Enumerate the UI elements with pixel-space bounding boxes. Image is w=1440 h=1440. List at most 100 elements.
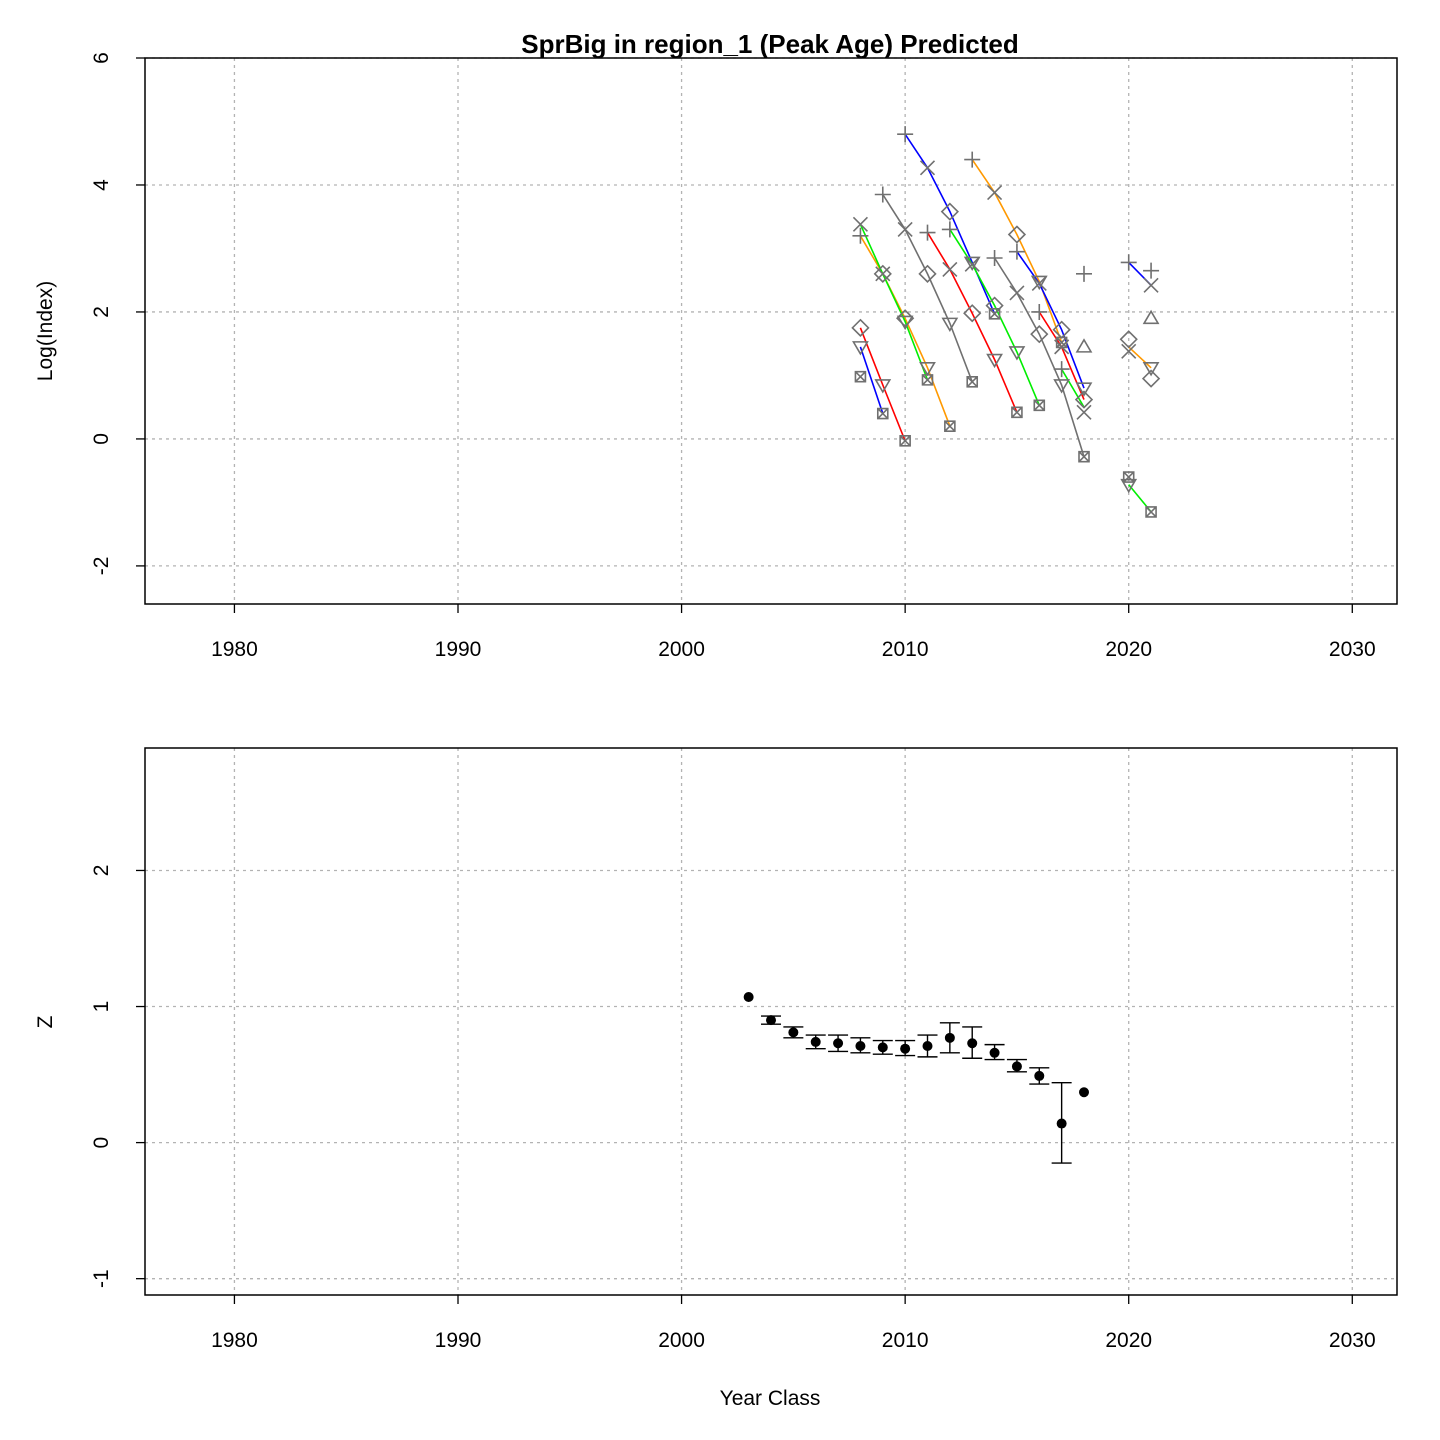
cross-marker <box>964 256 980 272</box>
triangle-down-marker <box>919 362 936 377</box>
y-tick-label: 0 <box>90 433 113 445</box>
diamond-marker <box>1007 225 1027 244</box>
triangle-up-marker <box>1075 338 1093 353</box>
z-point <box>877 1042 888 1053</box>
cross-marker <box>987 185 1003 201</box>
plus-marker <box>986 249 1003 266</box>
z-point <box>855 1040 866 1051</box>
z-point <box>967 1038 978 1049</box>
cross-marker <box>942 261 958 277</box>
cohort-line <box>1060 368 1085 408</box>
plus-marker <box>941 221 958 238</box>
cross-marker <box>1121 343 1137 359</box>
y-tick-label: 2 <box>90 306 113 318</box>
cohort-line <box>1016 251 1085 389</box>
diamond-marker <box>851 318 870 337</box>
cohort-line <box>949 228 1041 406</box>
diamond-marker <box>963 304 982 323</box>
cohort-line <box>926 232 1018 413</box>
diamond-marker <box>873 264 892 283</box>
y-tick-label: 1 <box>90 1001 113 1013</box>
boxed-cross-marker <box>1145 506 1157 518</box>
diamond-marker <box>1030 325 1049 344</box>
x-tick-label: 2020 <box>1105 1329 1152 1352</box>
z-point <box>922 1040 933 1051</box>
plus-marker <box>1076 265 1092 282</box>
plus-marker <box>852 227 869 244</box>
cohort-line <box>859 223 929 381</box>
plus-marker <box>897 126 914 143</box>
x-tick-label: 1980 <box>211 638 258 661</box>
z-point <box>1011 1061 1022 1072</box>
cohort-line <box>1128 346 1152 369</box>
cross-marker <box>1143 277 1159 293</box>
plus-marker <box>874 186 891 203</box>
plus-marker <box>964 151 981 168</box>
y-axis-label: Log(Index) <box>34 281 57 381</box>
chart-title: SprBig in region_1 (Peak Age) Predicted <box>521 29 1019 59</box>
boxed-cross-marker <box>1011 406 1023 419</box>
x-tick-label: 2000 <box>658 1329 705 1352</box>
y-tick-label: -1 <box>90 1269 113 1288</box>
cross-marker <box>1076 404 1092 420</box>
cross-marker <box>1009 285 1025 301</box>
z-point <box>900 1043 911 1054</box>
cohort-line <box>993 257 1085 457</box>
boxed-cross-marker <box>854 370 867 383</box>
boxed-cross-marker <box>966 375 979 388</box>
diamond-marker <box>940 202 959 221</box>
x-tick-label: 1990 <box>435 1329 482 1352</box>
z-point <box>833 1038 844 1049</box>
diamond-marker <box>896 309 915 328</box>
y-tick-label: 6 <box>90 52 113 64</box>
triangle-down-marker <box>1030 275 1048 291</box>
z-point <box>944 1032 955 1043</box>
boxed-cross-marker <box>876 407 889 420</box>
diamond-marker <box>918 264 937 283</box>
boxed-cross-marker <box>1078 450 1090 463</box>
boxed-cross-marker <box>1055 336 1068 349</box>
triangle-down-marker <box>874 379 892 394</box>
cross-marker <box>919 160 936 176</box>
x-tick-label: 2000 <box>658 638 705 661</box>
cohort-line <box>882 194 973 383</box>
plot-frame <box>144 57 1398 605</box>
z-point <box>1056 1118 1067 1129</box>
triangle-down-marker <box>896 315 914 331</box>
triangle-down-marker <box>963 256 981 272</box>
boxed-cross-marker <box>1122 471 1135 483</box>
cross-marker <box>852 216 868 232</box>
triangle-down-marker <box>1142 362 1160 377</box>
plus-marker <box>1031 303 1048 320</box>
diamond-marker <box>1074 390 1094 409</box>
boxed-cross-marker <box>899 435 911 447</box>
cohort-line <box>859 235 951 427</box>
y-tick-label: 4 <box>90 179 113 191</box>
x-tick-label: 1980 <box>211 1329 258 1352</box>
y-axis-label: Z <box>34 1015 57 1028</box>
x-tick-label: 2010 <box>882 638 929 661</box>
predicted-log-index-panel: SprBig in region_1 (Peak Age) Predicted … <box>34 29 1398 661</box>
triangle-up-marker <box>1142 309 1160 325</box>
x-axis-label: Year Class <box>720 1387 821 1410</box>
triangle-down-marker <box>1053 379 1071 394</box>
triangle-down-marker <box>852 341 869 356</box>
triangle-down-marker <box>1120 478 1138 494</box>
plus-marker <box>1143 262 1160 279</box>
boxed-cross-marker <box>944 420 956 433</box>
x-tick-label: 2030 <box>1329 638 1376 661</box>
plot-frame <box>144 747 1398 1296</box>
z-point <box>989 1047 1000 1058</box>
boxed-cross-marker <box>921 374 934 386</box>
diamond-marker <box>1141 369 1161 388</box>
x-tick-label: 2030 <box>1329 1329 1376 1352</box>
cross-marker <box>1031 275 1047 291</box>
z-panel: 1980 1990 2000 2010 2020 2030 -1 0 1 2 Z Year Cla… <box>34 747 1398 1410</box>
cross-marker <box>875 266 891 282</box>
plus-marker <box>1120 254 1137 271</box>
z-point <box>766 1015 776 1026</box>
z-point <box>1034 1070 1045 1081</box>
x-tick-label: 2010 <box>882 1329 929 1352</box>
cohort-line <box>859 346 884 414</box>
